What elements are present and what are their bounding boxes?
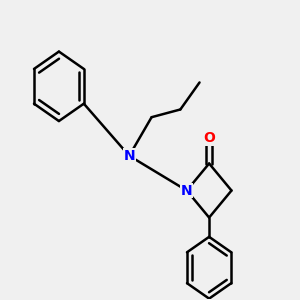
Text: O: O xyxy=(203,131,215,146)
Text: N: N xyxy=(181,184,193,197)
Text: N: N xyxy=(123,149,135,163)
